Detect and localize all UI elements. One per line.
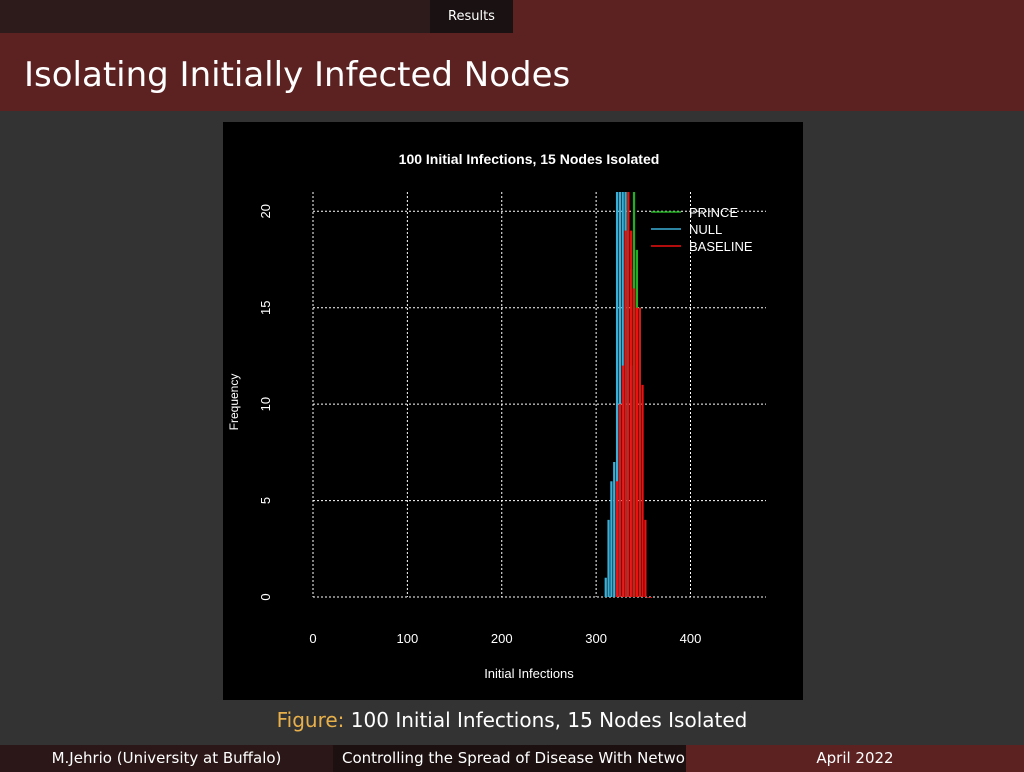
baseline-bar <box>630 230 633 598</box>
grid-lines <box>312 192 766 598</box>
legend-label-prince: PRINCE <box>689 205 738 220</box>
y-tick-label: 20 <box>258 204 273 218</box>
x-axis-label: Initial Infections <box>484 666 574 681</box>
null-bar <box>610 481 613 597</box>
null-bar <box>618 192 622 597</box>
legend-label-null: NULL <box>689 222 722 237</box>
x-tick-label: 300 <box>585 631 607 646</box>
baseline-bar <box>647 597 650 598</box>
baseline-bar <box>627 192 630 597</box>
chart-title: 100 Initial Infections, 15 Nodes Isolate… <box>399 151 660 167</box>
y-axis-label: Frequency <box>227 374 241 431</box>
baseline-bar <box>638 307 641 597</box>
baseline-bar <box>641 384 644 597</box>
slide-title-bar: Isolating Initially Infected Nodes <box>0 33 1024 111</box>
baseline-bar <box>649 597 653 598</box>
null-bar <box>615 192 619 597</box>
y-tick-label: 5 <box>258 497 273 504</box>
nav-left-segment <box>0 0 430 33</box>
chart-legend: PRINCE NULL BASELINE <box>651 205 753 254</box>
null-bar <box>604 577 607 597</box>
baseline-bar <box>632 288 636 597</box>
y-tick-label: 15 <box>258 300 273 314</box>
section-label[interactable]: Results <box>430 0 513 33</box>
baseline-bar <box>621 365 624 597</box>
x-tick-label: 100 <box>397 631 419 646</box>
x-tick-label: 400 <box>680 631 702 646</box>
baseline-bar <box>635 307 638 597</box>
null-bar <box>607 519 610 597</box>
histogram-figure: 100 Initial Infections, 15 Nodes Isolate… <box>223 122 803 700</box>
top-navigation-bar: Results <box>0 0 1024 33</box>
null-bar <box>613 462 616 597</box>
baseline-bar <box>624 230 627 598</box>
figure-caption-text: 100 Initial Infections, 15 Nodes Isolate… <box>350 708 748 732</box>
footer-talk-title: Controlling the Spread of Disease With N… <box>333 745 686 772</box>
histogram-bars <box>604 192 653 598</box>
baseline-bar <box>615 481 619 597</box>
figure-caption: Figure: 100 Initial Infections, 15 Nodes… <box>0 708 1024 732</box>
baseline-bar <box>618 404 622 597</box>
figure-label: Figure: <box>276 708 345 732</box>
y-tick-label: 10 <box>258 397 273 411</box>
legend-label-baseline: BASELINE <box>689 239 753 254</box>
x-tick-label: 200 <box>491 631 513 646</box>
histogram-chart: 100 Initial Infections, 15 Nodes Isolate… <box>227 151 766 681</box>
x-tick-label: 0 <box>309 631 316 646</box>
footer-bar: M.Jehrio (University at Buffalo) Control… <box>0 745 1024 772</box>
footer-date: April 2022 <box>686 745 1024 772</box>
baseline-bar <box>644 519 647 597</box>
axis-ticks: 0 100 200 300 400 0 5 10 15 20 <box>258 204 701 646</box>
y-tick-label: 0 <box>258 593 273 600</box>
footer-author: M.Jehrio (University at Buffalo) <box>0 745 333 772</box>
slide-title: Isolating Initially Infected Nodes <box>24 55 571 95</box>
